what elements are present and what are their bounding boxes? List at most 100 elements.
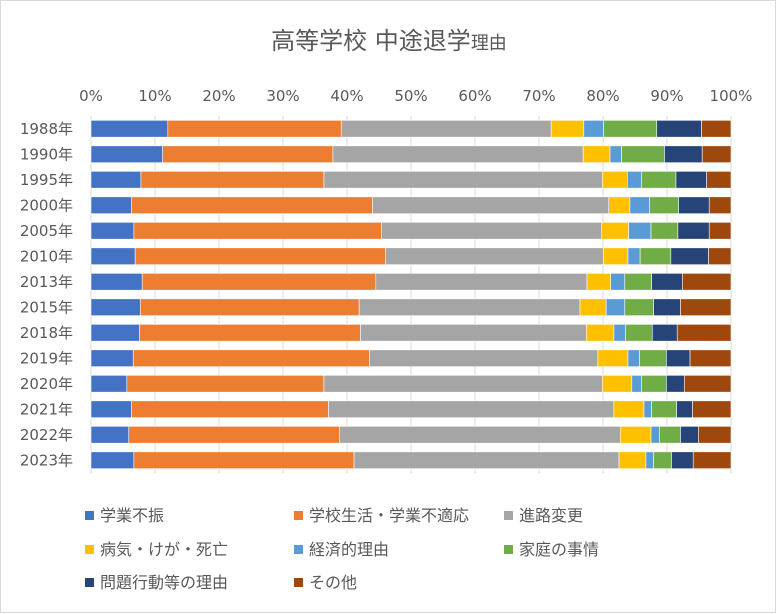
bar-row xyxy=(90,247,732,265)
bar-segment xyxy=(676,324,732,342)
bar-segment xyxy=(645,451,654,469)
bar-segment xyxy=(128,426,340,444)
bar-segment xyxy=(708,222,732,240)
y-category-label: 2018年 xyxy=(20,324,73,342)
bar-segment xyxy=(627,171,642,189)
legend-label: 進路変更 xyxy=(519,506,583,525)
bar-row xyxy=(90,298,732,316)
legend-item: 学校生活・学業不適応 xyxy=(294,506,469,525)
bar-segment xyxy=(90,120,169,138)
bar-segment xyxy=(139,298,360,316)
bar-segment xyxy=(625,324,653,342)
bar-segment xyxy=(613,324,626,342)
y-category-label: 2013年 xyxy=(20,273,73,291)
x-tick-label: 0% xyxy=(79,87,103,105)
bar-segment xyxy=(613,400,645,418)
bar-segment xyxy=(90,247,136,265)
x-tick-label: 90% xyxy=(650,87,683,105)
legend-label: 家庭の事情 xyxy=(519,540,599,559)
bar-segment xyxy=(701,145,732,163)
y-category-label: 2000年 xyxy=(20,196,73,214)
y-category-label: 2023年 xyxy=(20,451,73,469)
bar-segment xyxy=(90,400,132,418)
bar-segment xyxy=(639,349,667,367)
bar-segment xyxy=(372,196,610,214)
bar-segment xyxy=(133,222,382,240)
legend-item: 経済的理由 xyxy=(294,540,389,559)
bar-row xyxy=(90,451,732,469)
legend-item: 学業不振 xyxy=(85,506,164,525)
bar-segment xyxy=(680,298,732,316)
bar-segment xyxy=(639,247,672,265)
bar-segment xyxy=(602,171,628,189)
y-category-label: 2019年 xyxy=(20,349,73,367)
bar-segment xyxy=(610,273,626,291)
bar-segment xyxy=(582,145,611,163)
bar-segment xyxy=(167,120,342,138)
bar-segment xyxy=(649,196,679,214)
bar-segment xyxy=(629,196,651,214)
bar-segment xyxy=(90,196,132,214)
legend-swatch xyxy=(294,545,303,554)
bar-segment xyxy=(682,273,732,291)
bar-segment xyxy=(90,145,163,163)
legend-swatch xyxy=(85,511,94,520)
bar-segment xyxy=(708,247,732,265)
gridlines xyxy=(90,116,732,473)
bar-segment xyxy=(360,324,587,342)
bar-segment xyxy=(133,451,355,469)
bar-segment xyxy=(609,145,622,163)
bar-segment xyxy=(708,196,732,214)
x-tick-label: 100% xyxy=(710,87,753,105)
y-category-label: 1988年 xyxy=(20,120,73,138)
bar-segment xyxy=(643,400,652,418)
y-category-label: 2010年 xyxy=(20,247,73,265)
bar-segment xyxy=(689,349,732,367)
bar-segment xyxy=(332,145,584,163)
bar-segment xyxy=(601,222,629,240)
legend-label: 学業不振 xyxy=(100,506,164,525)
x-axis-ticks: 0% 10% 20% 30% 40% 50% 60% 70% 80% 90% 100% xyxy=(79,87,752,105)
bar-segment xyxy=(90,324,140,342)
x-tick-label: 30% xyxy=(266,87,299,105)
bar-segment xyxy=(651,400,677,418)
bar-segment xyxy=(579,298,607,316)
bar-row xyxy=(90,349,732,367)
chart-title-main: 高等学校 中途退学 xyxy=(271,27,471,55)
bar-segment xyxy=(624,298,654,316)
bar-segment xyxy=(653,298,681,316)
bar-segment xyxy=(90,273,143,291)
bar-segment xyxy=(618,451,647,469)
legend-item: 家庭の事情 xyxy=(504,540,599,559)
bars xyxy=(90,120,732,469)
bar-segment xyxy=(627,349,640,367)
bar-row xyxy=(90,145,732,163)
bar-segment xyxy=(650,222,679,240)
bar-segment xyxy=(385,247,604,265)
bar-segment xyxy=(706,171,732,189)
bar-row xyxy=(90,375,732,393)
bar-segment xyxy=(162,145,334,163)
chart-title: 高等学校 中途退学理由 xyxy=(271,27,507,55)
bar-segment xyxy=(624,273,652,291)
y-category-label: 2021年 xyxy=(20,400,73,418)
legend-label: 病気・けが・死亡 xyxy=(100,540,228,559)
bar-segment xyxy=(605,298,626,316)
bar-segment xyxy=(140,171,325,189)
bar-segment xyxy=(369,349,599,367)
x-tick-label: 70% xyxy=(522,87,555,105)
bar-segment xyxy=(141,273,377,291)
bar-segment xyxy=(353,451,620,469)
bar-segment xyxy=(134,247,386,265)
x-tick-label: 50% xyxy=(394,87,427,105)
bar-row xyxy=(90,273,732,291)
legend-item: その他 xyxy=(294,573,357,592)
bar-segment xyxy=(692,451,732,469)
bar-segment xyxy=(90,451,135,469)
legend-swatch xyxy=(504,545,513,554)
bar-segment xyxy=(340,120,552,138)
bar-segment xyxy=(701,120,732,138)
y-category-label: 2020年 xyxy=(20,375,73,393)
bar-segment xyxy=(628,222,652,240)
